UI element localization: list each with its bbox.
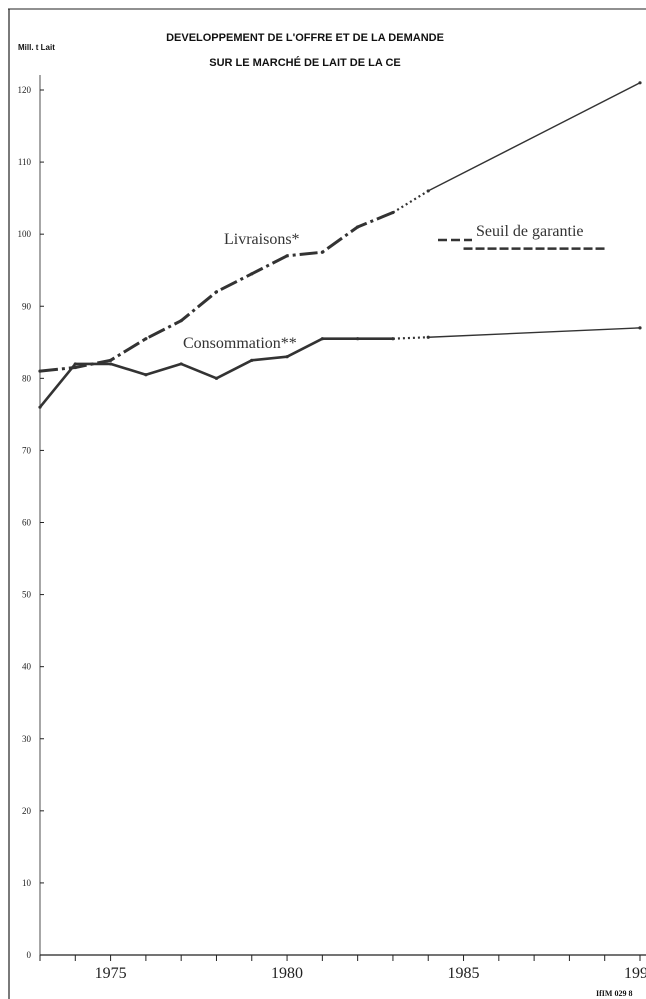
y-tick-label: 60	[22, 518, 32, 528]
data-point	[179, 362, 183, 366]
y-tick-label: 30	[22, 734, 32, 744]
y-tick-label: 120	[18, 85, 32, 95]
y-axis-label: Mill. t Lait	[18, 43, 55, 52]
chart-subtitle: SUR LE MARCHÉ DE LAIT DE LA CE	[209, 56, 401, 69]
data-point	[391, 337, 395, 341]
reference-code: IfIM 029 8	[596, 989, 632, 998]
series-projection-dotted	[392, 189, 429, 214]
data-point	[108, 358, 113, 362]
y-tick-label: 50	[22, 590, 32, 600]
data-point	[426, 189, 430, 193]
series-projection-dotted	[392, 336, 429, 340]
x-tick-label: 1975	[95, 965, 127, 982]
data-point	[638, 81, 642, 85]
data-point	[356, 225, 360, 229]
seuil-de-garantie-label: Seuil de garantie	[476, 223, 584, 240]
y-tick-label: 100	[18, 229, 32, 239]
data-point	[144, 373, 148, 377]
data-point	[144, 337, 148, 341]
data-point	[320, 337, 324, 341]
data-point	[285, 254, 289, 258]
y-tick-label: 0	[27, 950, 32, 960]
chart-title: DEVELOPPEMENT DE L'OFFRE ET DE LA DEMAND…	[166, 32, 444, 44]
y-tick-label: 110	[18, 157, 32, 167]
data-point	[356, 337, 360, 341]
y-tick-label: 70	[22, 445, 32, 455]
data-point	[73, 362, 77, 366]
x-tick-label: 1985	[448, 965, 480, 982]
data-point	[214, 290, 219, 294]
data-point	[285, 355, 289, 359]
y-axis-ticks: 0 10 20 30 40 50 60 70 80 90 100 110 120	[18, 85, 44, 960]
y-tick-label: 20	[22, 806, 32, 816]
series-projection-line	[427, 82, 641, 192]
data-point	[638, 326, 642, 330]
series-label-consommation: Consommation**	[183, 335, 297, 352]
data-point	[426, 335, 430, 339]
data-point	[38, 369, 42, 373]
data-point	[179, 319, 183, 323]
series-layer	[38, 81, 642, 409]
y-tick-label: 90	[22, 301, 32, 311]
data-point	[320, 250, 324, 254]
y-tick-label: 10	[22, 878, 32, 888]
data-point	[108, 362, 113, 366]
x-tick-label: 1980	[271, 965, 303, 982]
data-point	[38, 405, 42, 409]
data-point	[250, 272, 254, 276]
series-label-livraisons: Livraisons*	[224, 231, 300, 248]
series-projection-line	[428, 327, 641, 338]
y-tick-label: 40	[22, 662, 32, 672]
series-consommation	[38, 326, 642, 409]
data-point	[391, 210, 395, 215]
data-point	[214, 376, 219, 380]
data-point	[250, 358, 254, 362]
y-tick-label: 80	[22, 373, 32, 383]
x-tick-label: 1990	[624, 965, 646, 982]
x-axis-ticks: 1975 1980 1985 1990	[39, 955, 646, 982]
seuil-de-garantie-marker	[438, 238, 605, 250]
